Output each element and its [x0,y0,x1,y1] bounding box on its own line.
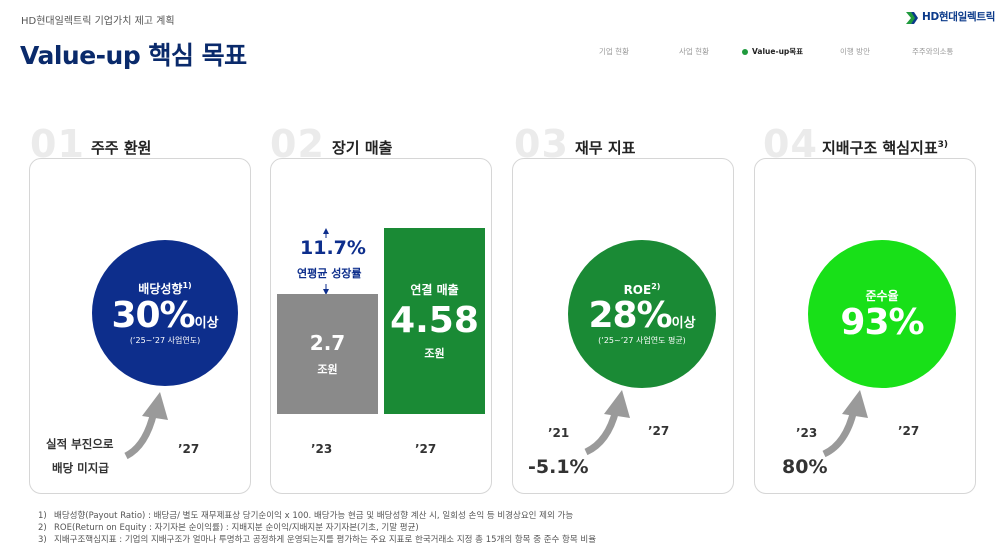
year-end-label: ’27 [178,442,200,456]
year-start-label: ’23 [796,426,818,440]
start-value: 80% [782,456,828,478]
nav-item-business-status[interactable]: 사업 현황 [679,47,709,56]
circle-note: (‘25~’27 사업연도 평균) [598,335,686,345]
left-note-line2: 배당 미지급 [52,461,109,475]
company-logo: HD현대일렉트릭 [905,9,995,24]
card-title-financial-indicator: 재무 지표 [575,139,636,157]
payout-ratio-circle: 배당성향1) 30%이상 (‘25~’27 사업연도) [92,240,238,386]
year-start-label: ’23 [311,442,333,456]
nav-item-valueup-goals[interactable]: Value-up목표 [742,46,803,57]
circle-label: 배당성향1) [138,281,192,297]
footnote-1: 1) 배당성향(Payout Ratio) : 배당금/ 별도 재무제표상 당기순… [38,511,574,521]
bar-unit: 조원 [424,347,445,361]
footnotes: 1) 배당성향(Payout Ratio) : 배당금/ 별도 재무제표상 당기순… [38,510,596,546]
section-nav: 기업 현황 사업 현황 Value-up목표 이행 방안 주주와의소통 [0,46,1005,60]
bar-value: 4.58 [390,299,479,341]
growth-rate-value: 11.7% [300,237,366,259]
trend-arrow-icon [822,390,868,458]
nav-item-shareholder-communication[interactable]: 주주와의소통 [912,47,954,56]
bar-unit: 조원 [317,363,338,376]
start-value: -5.1% [528,456,589,478]
bar-revenue-2027: 연결 매출 4.58 조원 [384,228,485,414]
circle-value: 30%이상 [111,295,219,337]
circle-value: 93% [840,301,924,343]
growth-rate-label: 연평균 성장률 [297,267,362,280]
header-subtitle: HD현대일렉트릭 기업가치 제고 계획 [21,16,175,27]
circle-label: 준수율 [865,288,899,303]
growth-arrow-icon [323,228,329,295]
year-end-label: ’27 [648,424,670,438]
logo-chevron-icon [905,10,919,24]
card-title-shareholder-return: 주주 환원 [91,139,152,157]
trend-arrow-icon [584,390,630,456]
nav-item-label: Value-up목표 [752,47,804,56]
year-start-label: ’21 [548,426,570,440]
circle-note: (‘25~’27 사업연도) [129,335,201,345]
compliance-rate-circle: 준수율 93% [808,240,956,388]
page-title: Value-up 핵심 목표 [20,41,247,70]
nav-item-implementation[interactable]: 이행 방안 [840,47,870,56]
bar-value: 2.7 [309,331,346,355]
card-title-long-term-revenue: 장기 매출 [332,139,393,157]
footnote-3: 3) 지배구조핵심지표 : 기업의 지배구조가 얼마나 투명하고 공정하게 운영되… [38,535,597,545]
active-dot-icon [742,49,748,55]
roe-circle: ROE2) 28%이상 (‘25~’27 사업연도 평균) [568,240,716,388]
bar-label: 연결 매출 [410,282,459,297]
year-end-label: ’27 [415,442,437,456]
nav-item-company-status[interactable]: 기업 현황 [599,47,629,56]
bar-revenue-2023: 2.7 조원 [277,294,378,414]
logo-text: HD현대일렉트릭 [922,11,996,23]
circle-value: 28%이상 [588,295,696,337]
left-note-line1: 실적 부진으로 [46,437,114,451]
year-end-label: ’27 [898,424,920,438]
card-title-governance: 지배구조 핵심지표3) [822,139,949,157]
trend-arrow-icon [124,392,168,460]
footnote-2: 2) ROE(Return on Equity : 자기자본 순이익률) : 지배… [38,523,419,533]
circle-label: ROE2) [623,282,661,298]
